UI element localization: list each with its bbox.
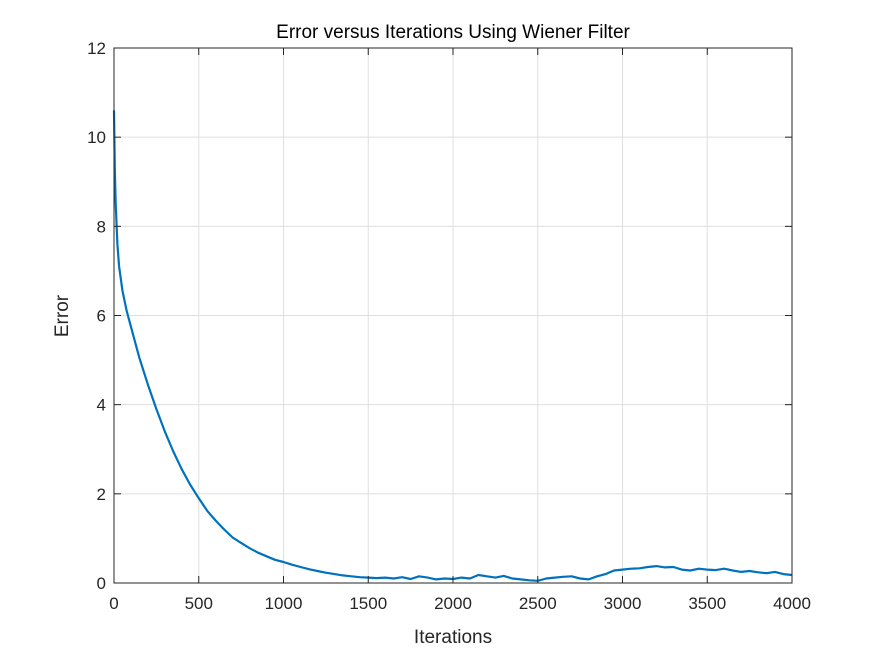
y-tick-label: 8 xyxy=(97,217,106,236)
y-tick-label: 10 xyxy=(87,128,106,147)
x-tick-label: 2500 xyxy=(519,594,557,613)
x-tick-label: 2000 xyxy=(434,594,472,613)
x-tick-label: 1000 xyxy=(265,594,303,613)
plot-area xyxy=(112,110,793,582)
x-axis-label: Iterations xyxy=(414,627,492,648)
x-tick-label: 3500 xyxy=(688,594,726,613)
x-tick-label: 500 xyxy=(185,594,213,613)
y-tick-label: 0 xyxy=(97,574,106,593)
y-tick-label: 2 xyxy=(97,485,106,504)
x-tick-label: 4000 xyxy=(773,594,811,613)
x-tick-label: 3000 xyxy=(604,594,642,613)
y-tick-label: 12 xyxy=(87,39,106,58)
chart-title: Error versus Iterations Using Wiener Fil… xyxy=(276,22,630,43)
axes: 0 500 1000 1500 2000 2500 3000 3500 4000 0 2 4 6 8 10 1… xyxy=(87,39,811,613)
y-axis-label: Error xyxy=(52,294,73,337)
x-tick-label: 0 xyxy=(109,594,118,613)
x-tick-label: 1500 xyxy=(349,594,387,613)
series-line xyxy=(112,110,793,582)
grid xyxy=(113,47,793,584)
y-tick-label: 4 xyxy=(97,396,106,415)
y-tick-label: 6 xyxy=(97,307,106,326)
